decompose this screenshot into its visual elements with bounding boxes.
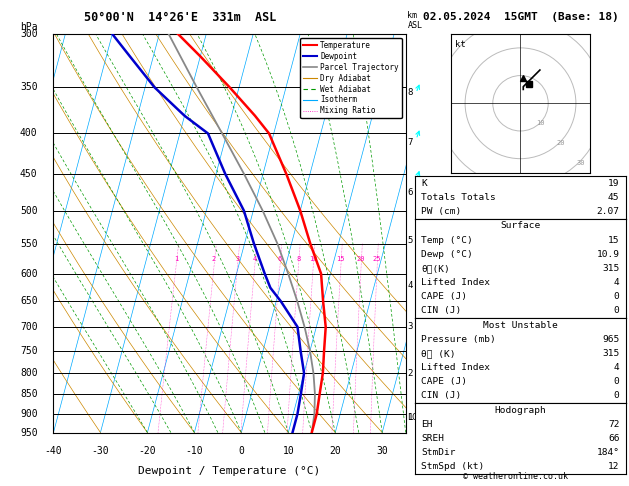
Text: 10: 10 [309, 256, 318, 262]
Text: 20: 20 [556, 140, 565, 146]
Text: 0: 0 [238, 447, 244, 456]
Text: Most Unstable: Most Unstable [483, 321, 558, 330]
Text: 965: 965 [603, 335, 620, 344]
Text: 3: 3 [408, 322, 413, 331]
Text: 4: 4 [614, 278, 620, 287]
Text: 5: 5 [408, 236, 413, 245]
Text: 3: 3 [235, 256, 240, 262]
Text: StmDir: StmDir [421, 448, 456, 457]
Text: 2: 2 [408, 368, 413, 378]
Text: 700: 700 [20, 322, 38, 332]
Text: 184°: 184° [596, 448, 620, 457]
Text: kt: kt [455, 39, 466, 49]
Text: 850: 850 [20, 389, 38, 399]
Text: θᴄ (K): θᴄ (K) [421, 349, 456, 358]
Text: CIN (J): CIN (J) [421, 307, 462, 315]
Text: Dewpoint / Temperature (°C): Dewpoint / Temperature (°C) [138, 467, 321, 476]
Text: -10: -10 [186, 447, 203, 456]
Text: 6: 6 [278, 256, 282, 262]
Text: km
ASL: km ASL [408, 11, 423, 30]
Text: 600: 600 [20, 269, 38, 278]
Text: Hodograph: Hodograph [494, 406, 547, 415]
Text: Dewp (°C): Dewp (°C) [421, 250, 473, 259]
Text: 72: 72 [608, 420, 620, 429]
Text: 450: 450 [20, 169, 38, 179]
Text: 950: 950 [20, 428, 38, 437]
Text: 650: 650 [20, 296, 38, 306]
Text: 0: 0 [614, 292, 620, 301]
Text: 0: 0 [614, 307, 620, 315]
Text: 66: 66 [608, 434, 620, 443]
Text: CAPE (J): CAPE (J) [421, 292, 467, 301]
Text: 315: 315 [603, 349, 620, 358]
Legend: Temperature, Dewpoint, Parcel Trajectory, Dry Adiabat, Wet Adiabat, Isotherm, Mi: Temperature, Dewpoint, Parcel Trajectory… [300, 38, 402, 119]
Text: CAPE (J): CAPE (J) [421, 377, 467, 386]
Text: 800: 800 [20, 368, 38, 378]
Text: θᴄ(K): θᴄ(K) [421, 264, 450, 273]
Text: 300: 300 [20, 29, 38, 39]
Text: EH: EH [421, 420, 433, 429]
Text: 1: 1 [174, 256, 178, 262]
Text: CIN (J): CIN (J) [421, 391, 462, 400]
Text: 0: 0 [614, 377, 620, 386]
Text: 4: 4 [614, 363, 620, 372]
Text: 400: 400 [20, 128, 38, 139]
Text: Surface: Surface [501, 222, 540, 230]
Text: Temp (°C): Temp (°C) [421, 236, 473, 244]
Text: 10.9: 10.9 [596, 250, 620, 259]
Text: Pressure (mb): Pressure (mb) [421, 335, 496, 344]
Text: Lifted Index: Lifted Index [421, 278, 491, 287]
Text: SREH: SREH [421, 434, 445, 443]
Text: 900: 900 [20, 409, 38, 419]
Text: 0: 0 [614, 391, 620, 400]
Text: K: K [421, 179, 427, 188]
Text: © weatheronline.co.uk: © weatheronline.co.uk [464, 472, 568, 481]
Text: 750: 750 [20, 346, 38, 356]
Text: PW (cm): PW (cm) [421, 208, 462, 216]
Text: 15: 15 [337, 256, 345, 262]
Text: LCL: LCL [408, 413, 423, 422]
Text: 30: 30 [376, 447, 388, 456]
Text: 1: 1 [408, 413, 413, 422]
Text: 50°00'N  14°26'E  331m  ASL: 50°00'N 14°26'E 331m ASL [84, 11, 277, 24]
Text: 350: 350 [20, 82, 38, 92]
Text: 550: 550 [20, 239, 38, 248]
Text: 19: 19 [608, 179, 620, 188]
Text: 4: 4 [408, 280, 413, 290]
Text: 10: 10 [282, 447, 294, 456]
Text: 02.05.2024  15GMT  (Base: 18): 02.05.2024 15GMT (Base: 18) [423, 12, 618, 22]
Text: Lifted Index: Lifted Index [421, 363, 491, 372]
Text: 6: 6 [408, 189, 413, 197]
Text: -30: -30 [92, 447, 109, 456]
Text: 30: 30 [576, 160, 584, 166]
Text: 2: 2 [212, 256, 216, 262]
Text: 10: 10 [536, 120, 545, 126]
Text: 500: 500 [20, 206, 38, 216]
Text: Totals Totals: Totals Totals [421, 193, 496, 202]
Text: 2.07: 2.07 [596, 208, 620, 216]
Text: hPa: hPa [20, 22, 38, 32]
Text: 45: 45 [608, 193, 620, 202]
Text: 20: 20 [357, 256, 365, 262]
Text: -20: -20 [138, 447, 156, 456]
Text: 15: 15 [608, 236, 620, 244]
Text: StmSpd (kt): StmSpd (kt) [421, 462, 485, 471]
Text: -40: -40 [45, 447, 62, 456]
Text: Mixing Ratio (g/kg): Mixing Ratio (g/kg) [437, 186, 445, 281]
Text: 7: 7 [408, 138, 413, 146]
Text: 25: 25 [373, 256, 381, 262]
Text: 8: 8 [296, 256, 301, 262]
Text: 4: 4 [252, 256, 257, 262]
Text: 315: 315 [603, 264, 620, 273]
Text: 20: 20 [330, 447, 341, 456]
Text: 12: 12 [608, 462, 620, 471]
Text: 8: 8 [408, 87, 413, 97]
